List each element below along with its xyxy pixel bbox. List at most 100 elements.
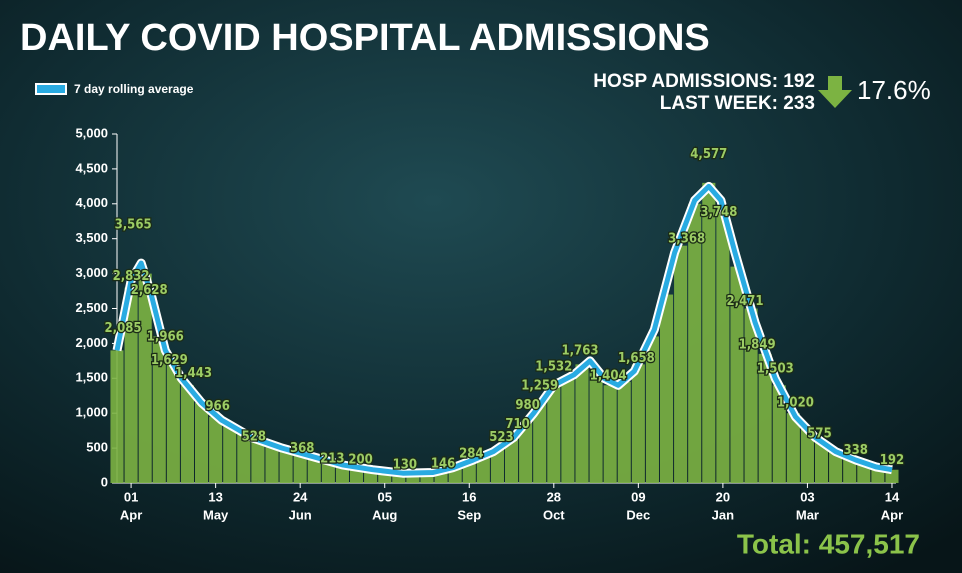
bar — [307, 457, 321, 483]
bar — [800, 428, 814, 483]
x-tick-label: 09 — [631, 489, 645, 504]
x-tick-month: Apr — [120, 507, 142, 522]
bar — [645, 336, 659, 483]
bar — [829, 451, 843, 483]
data-label: 3,748 — [700, 205, 737, 220]
x-tick-label: 14 — [885, 489, 900, 504]
data-label: 575 — [807, 426, 831, 441]
data-label: 213 — [320, 452, 344, 467]
bar — [223, 425, 237, 483]
data-label: 710 — [505, 417, 529, 432]
data-label: 1,443 — [175, 366, 212, 381]
x-tick-label: 03 — [800, 489, 814, 504]
y-tick-label: 4,000 — [75, 195, 108, 210]
x-tick-month: Aug — [372, 507, 397, 522]
x-tick-label: 01 — [124, 489, 138, 504]
x-tick-label: 24 — [293, 489, 308, 504]
data-label: 2,085 — [105, 321, 142, 336]
data-label: 4,577 — [690, 147, 727, 162]
bar — [716, 210, 730, 483]
bar — [603, 385, 617, 483]
y-tick-label: 1,500 — [75, 370, 108, 385]
data-label: 192 — [880, 453, 904, 468]
x-tick-month: Mar — [796, 507, 819, 522]
y-tick-label: 2,000 — [75, 335, 108, 350]
data-label: 130 — [393, 457, 417, 472]
x-tick-month: May — [203, 507, 229, 522]
bar — [251, 441, 265, 483]
bar — [786, 413, 800, 483]
bar — [547, 383, 561, 483]
bar — [209, 416, 223, 483]
data-label: 1,503 — [757, 362, 794, 377]
y-tick-label: 3,000 — [75, 265, 108, 280]
bar — [321, 462, 335, 483]
data-label: 284 — [459, 447, 483, 462]
data-label: 1,658 — [618, 351, 655, 366]
bar — [589, 371, 603, 483]
bar — [392, 473, 406, 483]
x-tick-month: Dec — [626, 507, 650, 522]
bar — [265, 446, 279, 483]
x-tick-label: 05 — [377, 489, 391, 504]
y-tick-label: 0 — [101, 474, 108, 489]
bar — [702, 182, 716, 484]
x-tick-label: 13 — [208, 489, 222, 504]
data-label: 1,629 — [151, 353, 188, 368]
stat-current: HOSP ADMISSIONS: 192 — [593, 71, 815, 92]
y-tick-label: 500 — [86, 440, 108, 455]
data-label: 3,565 — [115, 218, 152, 233]
data-label: 966 — [205, 399, 229, 414]
bar — [659, 294, 674, 483]
x-tick-month: Jun — [289, 507, 312, 522]
data-label: 2,832 — [113, 269, 150, 284]
data-label: 1,763 — [561, 343, 598, 358]
bar — [519, 422, 533, 483]
bar — [814, 441, 829, 483]
stat-change: 17.6% — [857, 75, 931, 105]
down-arrow — [818, 76, 852, 108]
chart-title: DAILY COVID HOSPITAL ADMISSIONS — [20, 17, 710, 59]
data-label: 528 — [242, 430, 266, 445]
data-label: 146 — [431, 456, 455, 471]
y-tick-label: 5,000 — [75, 125, 108, 140]
data-label: 200 — [348, 453, 372, 468]
total: Total: 457,517 — [737, 528, 920, 559]
x-tick-label: 16 — [462, 489, 476, 504]
x-tick-month: Apr — [881, 507, 903, 522]
data-label: 1,259 — [521, 379, 558, 394]
bar — [561, 378, 575, 483]
bar — [279, 450, 293, 483]
bar — [631, 364, 645, 483]
data-label: 338 — [844, 443, 868, 458]
bar — [772, 385, 786, 483]
data-label: 523 — [489, 430, 513, 445]
x-tick-label: 20 — [716, 489, 730, 504]
data-label: 980 — [515, 398, 539, 413]
bar — [434, 472, 448, 483]
bar — [533, 402, 547, 483]
bar — [124, 287, 138, 483]
bar — [688, 203, 702, 484]
x-tick-month: Oct — [543, 507, 565, 522]
y-tick-label: 1,000 — [75, 405, 108, 420]
bar — [180, 385, 194, 483]
bar — [504, 439, 519, 483]
bar — [378, 471, 392, 483]
data-label: 2,628 — [131, 283, 168, 298]
bar — [420, 473, 434, 483]
x-tick-month: Jan — [712, 507, 734, 522]
bar — [293, 455, 307, 483]
bar — [110, 350, 124, 483]
data-label: 1,966 — [147, 329, 184, 344]
stat-last-week: LAST WEEK: 233 — [660, 93, 815, 114]
bar — [758, 353, 772, 483]
bar — [152, 336, 166, 483]
bar — [730, 266, 744, 483]
data-label: 2,471 — [727, 294, 764, 309]
bar — [194, 402, 209, 483]
bar — [406, 473, 420, 483]
legend-label: 7 day rolling average — [74, 82, 194, 96]
data-label: 1,404 — [590, 369, 627, 384]
